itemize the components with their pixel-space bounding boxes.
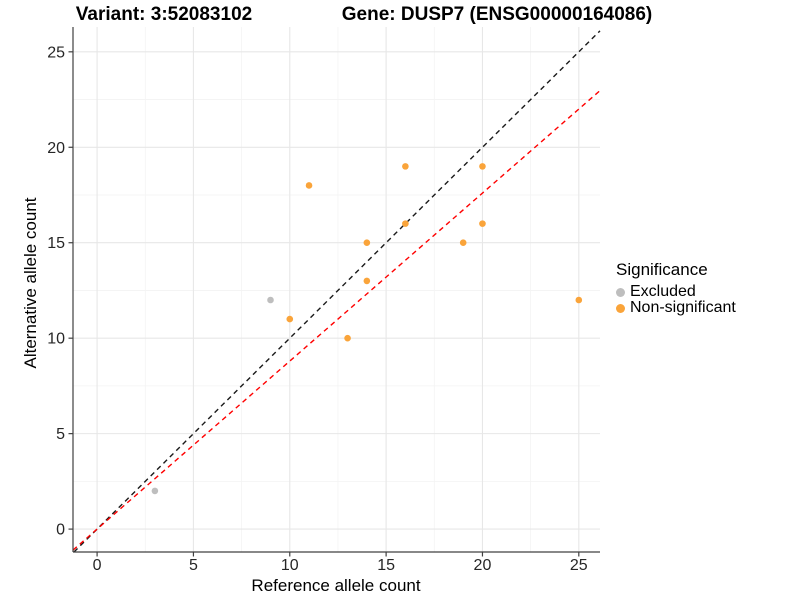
legend-item-excluded: Excluded: [616, 283, 736, 300]
x-tick-label: 5: [189, 557, 198, 574]
gene-title: Gene: DUSP7 (ENSG00000164086): [341, 4, 653, 25]
minor-gridlines: [73, 27, 600, 552]
non-significant-swatch-icon: [616, 303, 625, 313]
legend-title: Significance: [616, 260, 708, 279]
y-tick-label: 20: [47, 140, 65, 157]
x-tick-label: 15: [377, 557, 395, 574]
x-tick-label: 25: [570, 557, 588, 574]
x-tick-label: 20: [474, 557, 492, 574]
data-point-non-significant: [344, 334, 351, 342]
y-tick-label: 10: [47, 331, 65, 348]
y-tick-label: 15: [47, 235, 65, 252]
data-point-non-significant: [305, 182, 313, 189]
axis-lines: [68, 27, 600, 557]
data-point-non-significant: [479, 220, 486, 227]
identity-line: [73, 30, 601, 553]
data-point-excluded: [267, 296, 274, 304]
tick-labels: 0 5 10 15 20 25 0 5 10 15 20 25: [47, 44, 588, 574]
legend-item-non-significant: Non-significant: [616, 299, 736, 316]
x-axis-title: Reference allele count: [251, 576, 421, 595]
data-point-non-significant: [286, 315, 294, 323]
legend-item-label: Non-significant: [630, 299, 736, 316]
legend-item-label: Excluded: [630, 283, 696, 300]
legend: Significance Excluded Non-significant: [616, 260, 736, 316]
data-point-non-significant: [479, 163, 486, 170]
data-point-non-significant: [575, 296, 583, 304]
data-point-non-significant: [363, 239, 371, 247]
y-tick-label: 5: [56, 426, 65, 443]
variant-title: Variant: 3:52083102: [75, 4, 253, 25]
data-point-excluded: [151, 487, 159, 495]
data-point-non-significant: [402, 220, 409, 227]
data-points: [151, 163, 583, 495]
y-axis-title: Alternative allele count: [21, 197, 40, 369]
excluded-swatch-icon: [616, 287, 625, 297]
data-point-non-significant: [363, 277, 371, 285]
reference-lines: [72, 30, 601, 553]
data-point-non-significant: [459, 239, 467, 247]
y-tick-label: 25: [47, 44, 65, 61]
major-gridlines: [73, 27, 600, 552]
data-point-non-significant: [402, 163, 409, 170]
x-tick-label: 0: [93, 557, 102, 574]
x-tick-label: 10: [281, 557, 299, 574]
y-tick-label: 0: [56, 522, 65, 539]
